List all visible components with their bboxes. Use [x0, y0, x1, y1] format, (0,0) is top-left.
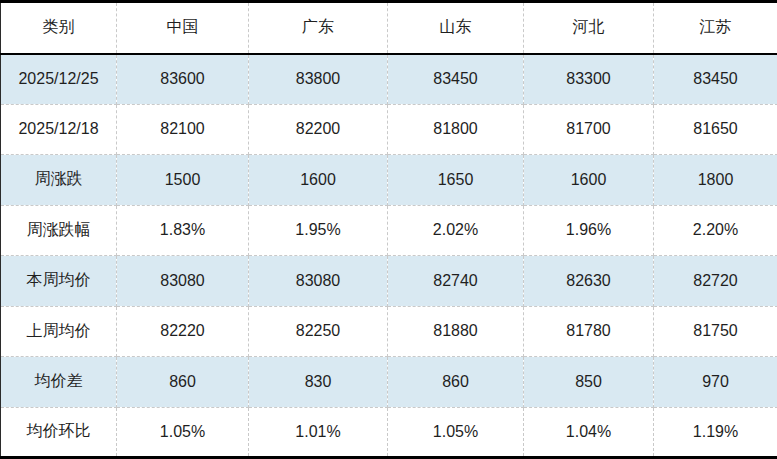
value-cell: 83600 [117, 54, 249, 105]
value-cell: 1.19% [654, 407, 777, 458]
table-row: 2025/12/188210082200818008170081650 [1, 104, 777, 155]
row-label-cell: 2025/12/18 [1, 104, 117, 155]
value-cell: 83300 [524, 54, 654, 105]
value-cell: 1.04% [524, 407, 654, 458]
value-cell: 83450 [654, 54, 777, 105]
row-label-cell: 均价差 [1, 357, 117, 408]
value-cell: 81780 [524, 306, 654, 357]
header-cell-hebei: 河北 [524, 2, 654, 54]
table-row: 均价差860830860850970 [1, 357, 777, 408]
weekly-price-table: 类别 中国 广东 山东 河北 江苏 2025/12/25836008380083… [0, 0, 777, 459]
value-cell: 81700 [524, 104, 654, 155]
header-cell-category: 类别 [1, 2, 117, 54]
header-cell-jiangsu: 江苏 [654, 2, 777, 54]
header-cell-china: 中国 [117, 2, 249, 54]
table-header: 类别 中国 广东 山东 河北 江苏 [1, 2, 777, 54]
value-cell: 1500 [117, 155, 249, 206]
header-cell-shandong: 山东 [388, 2, 524, 54]
table-body: 2025/12/2583600838008345083300834502025/… [1, 54, 777, 458]
value-cell: 860 [388, 357, 524, 408]
row-label-cell: 周涨跌幅 [1, 205, 117, 256]
value-cell: 82740 [388, 256, 524, 307]
table-row: 本周均价8308083080827408263082720 [1, 256, 777, 307]
value-cell: 83800 [249, 54, 388, 105]
table-row: 2025/12/258360083800834508330083450 [1, 54, 777, 105]
table-row: 上周均价8222082250818808178081750 [1, 306, 777, 357]
value-cell: 1.96% [524, 205, 654, 256]
value-cell: 1600 [249, 155, 388, 206]
value-cell: 81750 [654, 306, 777, 357]
value-cell: 2.20% [654, 205, 777, 256]
value-cell: 1.01% [249, 407, 388, 458]
value-cell: 81880 [388, 306, 524, 357]
value-cell: 1.83% [117, 205, 249, 256]
price-table-page: 类别 中国 广东 山东 河北 江苏 2025/12/25836008380083… [0, 0, 777, 459]
value-cell: 81800 [388, 104, 524, 155]
row-label-cell: 周涨跌 [1, 155, 117, 206]
value-cell: 81650 [654, 104, 777, 155]
header-cell-guangdong: 广东 [249, 2, 388, 54]
table-row: 周涨跌幅1.83%1.95%2.02%1.96%2.20% [1, 205, 777, 256]
value-cell: 1.05% [117, 407, 249, 458]
value-cell: 1800 [654, 155, 777, 206]
row-label-cell: 上周均价 [1, 306, 117, 357]
row-label-cell: 2025/12/25 [1, 54, 117, 105]
value-cell: 830 [249, 357, 388, 408]
table-row: 均价环比1.05%1.01%1.05%1.04%1.19% [1, 407, 777, 458]
row-label-cell: 均价环比 [1, 407, 117, 458]
value-cell: 1600 [524, 155, 654, 206]
value-cell: 860 [117, 357, 249, 408]
value-cell: 82100 [117, 104, 249, 155]
value-cell: 83080 [249, 256, 388, 307]
value-cell: 2.02% [388, 205, 524, 256]
value-cell: 82630 [524, 256, 654, 307]
value-cell: 1.05% [388, 407, 524, 458]
value-cell: 82250 [249, 306, 388, 357]
table-row: 周涨跌15001600165016001800 [1, 155, 777, 206]
value-cell: 850 [524, 357, 654, 408]
header-row: 类别 中国 广东 山东 河北 江苏 [1, 2, 777, 54]
value-cell: 82200 [249, 104, 388, 155]
value-cell: 970 [654, 357, 777, 408]
row-label-cell: 本周均价 [1, 256, 117, 307]
value-cell: 83080 [117, 256, 249, 307]
value-cell: 83450 [388, 54, 524, 105]
value-cell: 82220 [117, 306, 249, 357]
value-cell: 1650 [388, 155, 524, 206]
value-cell: 82720 [654, 256, 777, 307]
value-cell: 1.95% [249, 205, 388, 256]
